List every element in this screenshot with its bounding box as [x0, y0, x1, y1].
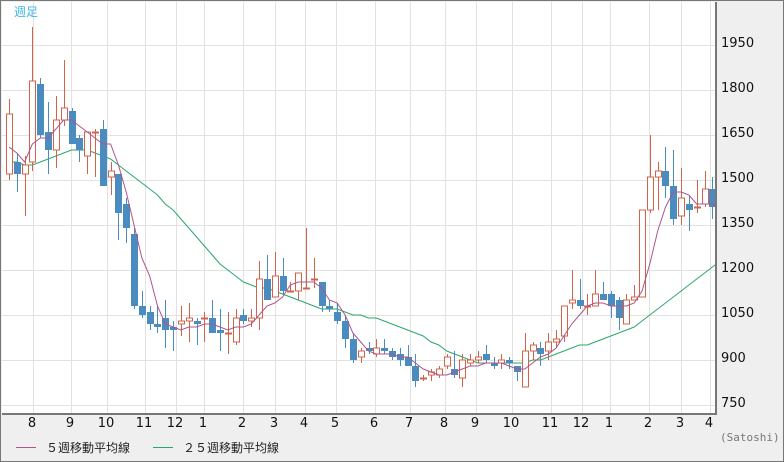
x-axis-label: 12 — [572, 416, 590, 431]
x-axis-label: 11 — [541, 416, 559, 431]
x-axis-label: 2 — [237, 416, 247, 431]
y-axis-label: 1800 — [721, 81, 755, 96]
y-axis-label: 900 — [721, 351, 746, 366]
y-axis-label: 1350 — [721, 216, 755, 231]
x-axis-label: 3 — [269, 416, 279, 431]
y-axis-label: 1500 — [721, 171, 755, 186]
period-label: 週足 — [14, 5, 39, 19]
y-axis-label: 1200 — [721, 261, 755, 276]
x-axis-label: 8 — [27, 416, 37, 431]
unit-label: (Satoshi) — [720, 431, 780, 444]
x-axis-label: 9 — [470, 416, 480, 431]
x-axis-label: 6 — [369, 416, 379, 431]
x-axis-label: 1 — [198, 416, 208, 431]
x-axis-label: 8 — [439, 416, 449, 431]
x-axis-label: 4 — [299, 416, 309, 431]
y-axis-label: 750 — [721, 396, 746, 411]
y-axis-label: 1950 — [721, 36, 755, 51]
x-axis-label: 3 — [675, 416, 685, 431]
x-axis-label: 12 — [166, 416, 184, 431]
plot-area — [2, 2, 717, 415]
x-axis-label: 9 — [65, 416, 75, 431]
x-axis-label: 10 — [502, 416, 520, 431]
legend-label-ma5: ５週移動平均線 — [46, 441, 131, 455]
ma5-line-swatch-icon — [16, 447, 36, 448]
ma25-line-swatch-icon — [153, 447, 173, 448]
x-axis-label: 11 — [135, 416, 153, 431]
candlestick-chart — [2, 2, 715, 413]
x-axis-label: 7 — [404, 416, 414, 431]
legend-item-ma5: ５週移動平均線 — [16, 439, 130, 456]
legend-label-ma25: ２５週移動平均線 — [183, 441, 280, 455]
y-axis-label: 1650 — [721, 126, 755, 141]
legend-item-ma25: ２５週移動平均線 — [153, 439, 279, 456]
x-axis-label: 2 — [643, 416, 653, 431]
y-axis-label: 1050 — [721, 306, 755, 321]
x-axis-label: 4 — [704, 416, 714, 431]
x-axis-label: 10 — [97, 416, 115, 431]
x-axis-label: 1 — [604, 416, 614, 431]
x-axis-label: 5 — [330, 416, 340, 431]
